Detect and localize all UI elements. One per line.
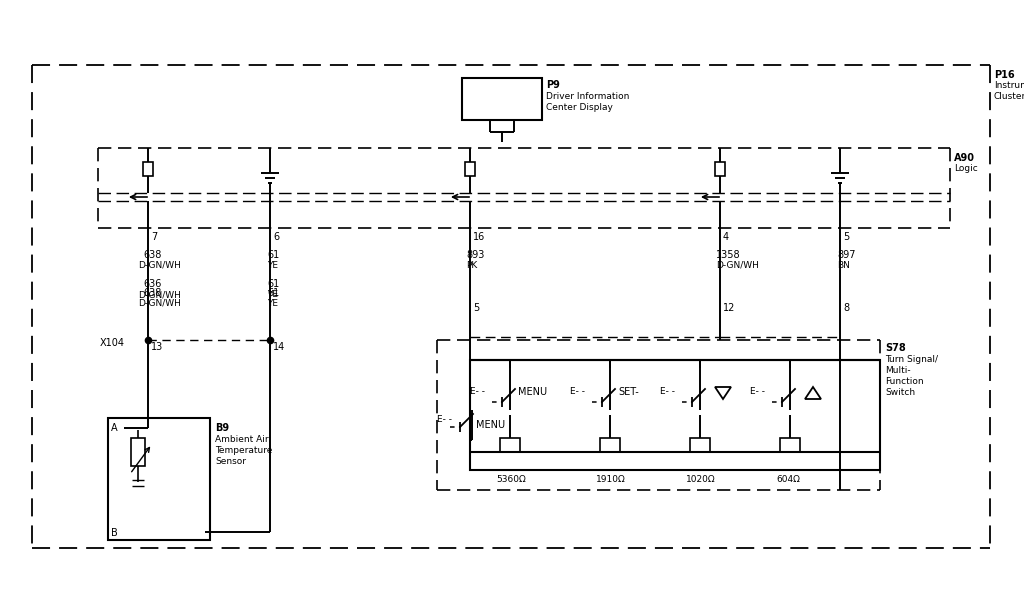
Text: YE: YE	[267, 290, 278, 299]
Text: 5360Ω: 5360Ω	[496, 475, 525, 484]
Text: 1358: 1358	[716, 250, 740, 260]
Text: YE: YE	[267, 299, 278, 308]
Text: 893: 893	[466, 250, 484, 260]
Text: Switch: Switch	[885, 388, 915, 397]
Text: S78: S78	[885, 343, 906, 353]
Text: 16: 16	[473, 232, 485, 242]
Text: Multi-: Multi-	[885, 366, 910, 375]
Text: 636: 636	[143, 279, 162, 289]
Bar	[715, 162, 725, 176]
Text: 61: 61	[267, 288, 280, 298]
Text: 6: 6	[273, 232, 280, 242]
Text: 8: 8	[843, 303, 849, 313]
Text: E- -: E- -	[570, 387, 585, 396]
Bar	[462, 78, 542, 120]
Text: MENU: MENU	[518, 387, 547, 397]
Text: 604Ω: 604Ω	[776, 475, 800, 484]
Text: Turn Signal/: Turn Signal/	[885, 355, 938, 364]
Text: Logic: Logic	[954, 164, 978, 173]
Text: D-GN/WH: D-GN/WH	[716, 261, 759, 270]
Text: Ambient Air: Ambient Air	[215, 435, 268, 444]
Bar	[143, 162, 153, 176]
Text: E- -: E- -	[470, 387, 485, 396]
Text: BN: BN	[837, 261, 850, 270]
Bar	[131, 438, 145, 466]
Text: 1910Ω: 1910Ω	[596, 475, 626, 484]
Text: Temperature: Temperature	[215, 446, 272, 455]
Bar	[500, 438, 520, 452]
Bar	[465, 162, 475, 176]
Text: 5: 5	[843, 232, 849, 242]
Text: D-GN/WH: D-GN/WH	[138, 261, 181, 270]
Text: 638: 638	[143, 250, 162, 260]
Text: PK: PK	[466, 261, 477, 270]
Text: Driver Information: Driver Information	[546, 92, 630, 101]
Text: 5: 5	[473, 303, 479, 313]
Text: E- -: E- -	[660, 387, 675, 396]
Text: 61: 61	[267, 250, 280, 260]
Text: D-GN/WH: D-GN/WH	[138, 290, 181, 299]
Text: 12: 12	[723, 303, 735, 313]
Text: D-GN/WH: D-GN/WH	[138, 299, 181, 308]
Text: SET-: SET-	[618, 387, 639, 397]
Bar	[600, 438, 620, 452]
Text: E- -: E- -	[750, 387, 765, 396]
Text: 1020Ω: 1020Ω	[686, 475, 716, 484]
Text: P16: P16	[994, 70, 1015, 80]
Text: 638: 638	[143, 288, 162, 298]
Bar	[470, 360, 880, 470]
Text: Instrument: Instrument	[994, 81, 1024, 90]
Text: A90: A90	[954, 153, 975, 163]
Bar	[780, 438, 800, 452]
Text: Cluster: Cluster	[994, 92, 1024, 101]
Text: 7: 7	[151, 232, 158, 242]
Text: 13: 13	[151, 342, 163, 352]
Text: A: A	[111, 423, 118, 433]
Text: 897: 897	[837, 250, 855, 260]
Text: B: B	[111, 528, 118, 538]
Text: YE: YE	[267, 261, 278, 270]
Bar	[108, 418, 210, 540]
Text: 14: 14	[273, 342, 286, 352]
Bar	[690, 438, 710, 452]
Text: Center Display: Center Display	[546, 103, 613, 112]
Text: 4: 4	[723, 232, 729, 242]
Text: MENU: MENU	[476, 420, 505, 430]
Text: Sensor: Sensor	[215, 457, 246, 466]
Text: Function: Function	[885, 377, 924, 386]
Text: P9: P9	[546, 80, 560, 90]
Text: 61: 61	[267, 279, 280, 289]
Text: B9: B9	[215, 423, 229, 433]
Text: E- -: E- -	[437, 415, 452, 424]
Text: X104: X104	[100, 338, 125, 348]
